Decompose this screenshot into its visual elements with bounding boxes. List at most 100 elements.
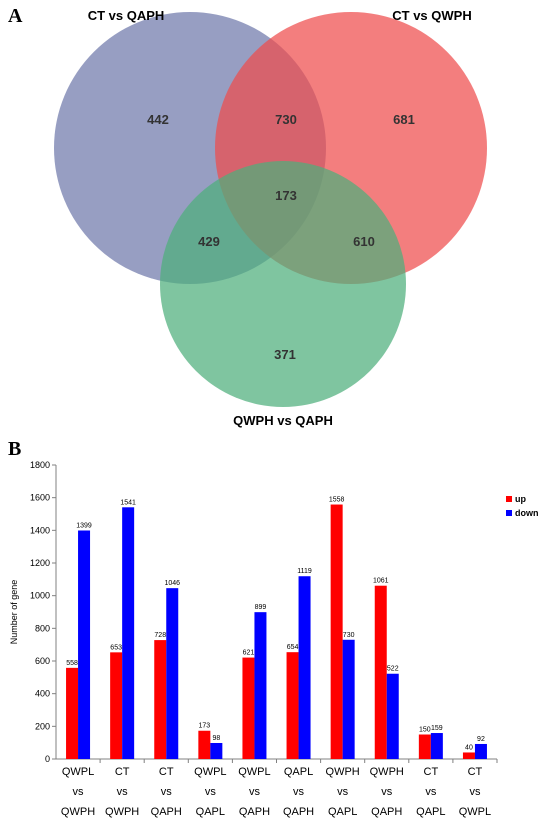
bar-down (78, 530, 91, 759)
data-label-up: 621 (243, 650, 255, 657)
legend-swatch-up (506, 496, 512, 502)
x-category-label: QWPL (62, 766, 94, 778)
y-tick-label: 1800 (30, 460, 50, 470)
x-category-label: QWPL (459, 806, 491, 818)
x-category-label: vs (117, 786, 129, 798)
x-category-label: vs (381, 786, 393, 798)
y-tick-label: 1600 (30, 493, 50, 503)
data-label-up: 654 (287, 644, 299, 651)
venn-set-label-ct-vs-qaph: CT vs QAPH (88, 8, 165, 23)
bar-up (154, 640, 167, 759)
bar-up (198, 730, 211, 759)
x-category-label: QWPL (194, 766, 226, 778)
x-category-label: vs (293, 786, 305, 798)
data-label-down: 1119 (297, 568, 312, 575)
venn-set-label-ct-vs-qwph: CT vs QWPH (392, 8, 471, 23)
x-category-label: QAPH (283, 806, 314, 818)
bar-up (374, 585, 387, 759)
bar-up (286, 652, 299, 759)
x-category-label: QAPH (371, 806, 402, 818)
venn-set-label-qwph-vs-qaph: QWPH vs QAPH (233, 413, 333, 428)
panel-a-label: A (8, 5, 23, 27)
data-label-up: 40 (465, 744, 473, 751)
data-label-down: 730 (343, 632, 355, 639)
x-category-label: QWPL (238, 766, 270, 778)
data-label-down: 1046 (164, 580, 180, 587)
y-tick-label: 800 (35, 623, 50, 633)
x-category-label: QAPL (196, 806, 225, 818)
data-label-up: 653 (110, 644, 122, 651)
data-label-up: 558 (66, 660, 78, 667)
y-tick-label: 1400 (30, 525, 50, 535)
legend-label-up: up (515, 494, 526, 504)
venn-count-ct-qaph-and-ct-qwph: 730 (275, 112, 297, 127)
data-label-up: 1558 (329, 497, 345, 504)
data-label-down: 1541 (120, 499, 136, 506)
x-category-label: vs (249, 786, 261, 798)
venn-count-qwph-vs-qaph-only: 371 (274, 347, 296, 362)
bar-up (330, 504, 343, 759)
bar-up (110, 652, 123, 759)
bar-up (242, 657, 255, 759)
x-category-label: CT (115, 766, 130, 778)
x-category-label: QWPH (61, 806, 95, 818)
data-label-down: 159 (431, 725, 443, 732)
bar-down (342, 639, 355, 759)
data-label-up: 173 (199, 723, 211, 730)
bar-down (166, 588, 179, 759)
bar-down (254, 612, 267, 759)
y-tick-label: 1200 (30, 558, 50, 568)
data-label-up: 150 (419, 727, 431, 734)
x-category-label: QAPH (151, 806, 182, 818)
x-category-label: CT (468, 766, 483, 778)
legend-label-down: down (515, 508, 539, 518)
legend-swatch-down (506, 510, 512, 516)
x-category-label: QAPL (416, 806, 445, 818)
bar-up (462, 752, 475, 759)
x-category-label: vs (469, 786, 481, 798)
y-tick-label: 400 (35, 689, 50, 699)
data-label-down: 522 (387, 666, 399, 673)
bar-down (210, 742, 223, 759)
bar-down (474, 743, 487, 759)
data-label-down: 92 (477, 736, 485, 743)
venn-circle-qwph-vs-qaph (160, 161, 406, 407)
bar-down (430, 733, 443, 759)
y-ticks: 0 200 400 600 800 1000 1200 1400 1600 1800 (30, 460, 56, 764)
bar-down (386, 673, 399, 759)
panel-b-label: B (8, 438, 21, 460)
x-category-label: QWPH (326, 766, 360, 778)
x-category-label: QWPH (370, 766, 404, 778)
x-category-label: QAPH (239, 806, 270, 818)
data-label-down: 1399 (76, 522, 92, 529)
x-category-label: QAPL (328, 806, 357, 818)
venn-count-ct-vs-qaph-only: 442 (147, 112, 169, 127)
data-label-down: 899 (255, 604, 267, 611)
x-category-label: vs (205, 786, 217, 798)
bar-chart: Number of gene 0 200 400 600 800 1000 1200 1400… (9, 460, 539, 818)
venn-count-ct-vs-qwph-only: 681 (393, 112, 415, 127)
data-label-down: 98 (212, 735, 220, 742)
venn-count-ct-qaph-and-qwph-qaph: 429 (198, 234, 220, 249)
bar-down (122, 507, 135, 759)
bar-up (66, 667, 79, 759)
venn-diagram: CT vs QAPH CT vs QWPH QWPH vs QAPH 442 6… (54, 8, 487, 428)
x-category-label: vs (73, 786, 85, 798)
data-label-up: 728 (154, 632, 166, 639)
legend: up down (506, 494, 539, 518)
x-category-label: vs (425, 786, 437, 798)
x-category-label: CT (159, 766, 174, 778)
x-category-labels: QWPL vs QWPH CT vs QWPH CT vs QAPH QWPL vs QAPL QWPL… (61, 759, 498, 818)
bar-up (418, 734, 431, 759)
bar-down (298, 576, 311, 759)
x-category-label: vs (337, 786, 349, 798)
data-label-up: 1061 (373, 578, 389, 585)
venn-count-ct-qwph-and-qwph-qaph: 610 (353, 234, 375, 249)
x-category-label: CT (424, 766, 439, 778)
venn-count-all-three: 173 (275, 188, 297, 203)
y-tick-label: 1000 (30, 591, 50, 601)
x-category-label: vs (161, 786, 173, 798)
x-category-label: QAPL (284, 766, 313, 778)
x-category-label: QWPH (105, 806, 139, 818)
